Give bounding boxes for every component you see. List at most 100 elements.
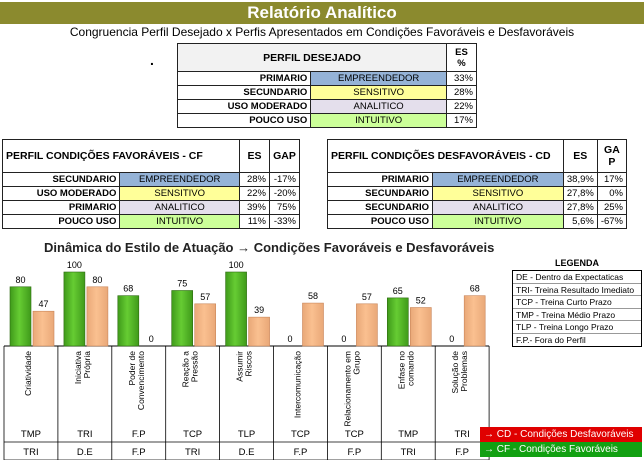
- legend-item: DE - Dentro da Expectaticas: [513, 271, 641, 284]
- favorable-level: PRIMARIO: [1, 200, 121, 215]
- rating-cf-label: TMP: [398, 429, 418, 440]
- unfavorable-level: POUCO USO: [327, 214, 433, 229]
- legend: LEGENDA DE - Dentro da Expectaticas TRI- …: [512, 258, 642, 347]
- rating-cd-label: D.E: [239, 447, 255, 458]
- unfavorable-level: SECUNDARIO: [327, 186, 433, 201]
- category-label: Enfase nocomando: [396, 351, 415, 390]
- cd-bar: [194, 303, 216, 347]
- cf-value-label: 80: [15, 275, 25, 285]
- unfavorable-row: SECUNDARIO ANALITICO 27,8% 25%: [327, 200, 628, 215]
- favorable-gap-header: GAP: [269, 139, 300, 173]
- favorable-level: USO MODERADO: [1, 186, 121, 201]
- category-label: Solução deProblemas: [450, 351, 469, 394]
- legend-box: DE - Dentro da Expectaticas TRI- Treina R…: [512, 270, 642, 347]
- cf-value-label: 68: [123, 284, 133, 294]
- cf-bar: [63, 271, 86, 347]
- unfavorable-level: SECUNDARIO: [327, 200, 433, 215]
- bullet-mark: .: [150, 52, 154, 68]
- desired-style: ANALITICO: [310, 99, 447, 114]
- favorable-es: 22%: [239, 186, 270, 201]
- desired-es-header: ES %: [446, 43, 477, 72]
- legend-item: TRI- Treina Resultado Imediato: [513, 284, 641, 296]
- cd-value-label: 57: [362, 292, 372, 302]
- favorable-gap: -17%: [269, 172, 300, 187]
- cf-value-label: 0: [449, 334, 454, 344]
- category-label: Criatividade: [23, 351, 33, 396]
- desired-header: PERFIL DESEJADO: [177, 43, 447, 72]
- favorable-style: EMPREENDEDOR: [119, 172, 240, 187]
- desired-row: USO MODERADO ANALITICO 22%: [176, 99, 477, 114]
- desired-profile-table: PERFIL DESEJADO ES % PRIMARIO EMPREENDEDO…: [176, 43, 477, 128]
- desired-style: EMPREENDEDOR: [310, 71, 447, 86]
- unfavorable-row: SECUNDARIO SENSITIVO 27,8% 0%: [327, 186, 628, 201]
- unfavorable-profile-table: PERFIL CONDIÇÕES DESFAVORÁVEIS - CD ES G…: [327, 139, 628, 229]
- rating-cf-label: TCP: [183, 429, 202, 440]
- unfavorable-row: PRIMARIO EMPREENDEDOR 38,9% 17%: [327, 172, 628, 187]
- unfavorable-gap: 17%: [596, 172, 628, 187]
- cd-value-label: 47: [38, 299, 48, 309]
- category-label: AssumirRiscos: [235, 351, 254, 382]
- favorable-header: PERFIL CONDIÇÕES FAVORÁVEIS - CF: [2, 139, 240, 173]
- cd-bar: [463, 295, 486, 347]
- legend-item: F.P.- Fora do Perfil: [516, 334, 586, 345]
- legend-item: TLP - Treina Longo Prazo: [513, 321, 641, 334]
- rating-cf-label: TRI: [454, 429, 469, 440]
- unfavorable-es: 27,8%: [562, 200, 598, 215]
- desired-row: PRIMARIO EMPREENDEDOR 33%: [176, 71, 477, 86]
- desired-es: 33%: [446, 71, 477, 86]
- legend-item: TCP - Treina Curto Prazo: [513, 296, 641, 309]
- rating-cf-label: TCP: [345, 429, 364, 440]
- cd-value-label: 68: [470, 284, 480, 294]
- category-label: Reação aPressão: [181, 351, 200, 388]
- rating-cd-label: TRI: [401, 447, 416, 458]
- cf-value-label: 100: [229, 260, 244, 270]
- favorable-row: POUCO USO INTUITIVO 11% -33%: [1, 214, 300, 229]
- favorable-level: POUCO USO: [1, 214, 121, 229]
- category-label: Relacionamento emGrupo: [342, 351, 361, 427]
- legend-item: TMP - Treina Médio Prazo: [513, 309, 641, 321]
- desired-es: 22%: [446, 99, 477, 114]
- favorable-gap: 75%: [269, 200, 300, 215]
- cd-bar: [248, 316, 270, 347]
- cd-bar: [86, 286, 109, 347]
- favorable-gap: -33%: [269, 214, 300, 229]
- favorable-level: SECUNDARIO: [1, 172, 121, 187]
- unfavorable-style: EMPREENDEDOR: [431, 172, 564, 187]
- desired-style: SENSITIVO: [310, 85, 447, 100]
- rating-cd-label: F.P: [294, 447, 308, 458]
- rating-cf-label: TMP: [21, 429, 41, 440]
- category-label: IniciativaPrópria: [73, 351, 92, 384]
- unfavorable-gap: 25%: [596, 200, 628, 215]
- unfavorable-gap-header: GA P: [596, 139, 628, 173]
- desired-level: POUCO USO: [176, 113, 312, 128]
- desired-es: 28%: [446, 85, 477, 100]
- unfavorable-gap: -67%: [596, 214, 628, 229]
- desired-row: POUCO USO INTUITIVO 17%: [176, 113, 477, 128]
- unfavorable-style: SENSITIVO: [431, 186, 564, 201]
- category-label: Intercomunicação: [292, 351, 302, 418]
- cd-value-label: 58: [308, 291, 318, 301]
- desired-level: PRIMARIO: [176, 71, 312, 86]
- desired-es: 17%: [446, 113, 477, 128]
- favorable-es: 39%: [239, 200, 270, 215]
- cf-bar: [9, 286, 32, 347]
- favorable-row: SECUNDARIO EMPREENDEDOR 28% -17%: [1, 172, 300, 187]
- unfavorable-es: 27,8%: [562, 186, 598, 201]
- cf-value-label: 65: [393, 286, 403, 296]
- favorable-es: 28%: [239, 172, 270, 187]
- cd-value-label: 57: [200, 292, 210, 302]
- dynamics-bar-chart: 80 47 Criatividade TMP TRI 100 80 IniciativaPró…: [3, 260, 490, 460]
- rating-cd-label: F.P: [455, 447, 469, 458]
- cd-bar: [356, 303, 378, 347]
- unfavorable-style: ANALITICO: [431, 200, 564, 215]
- cd-value-label: 0: [149, 334, 154, 344]
- unfavorable-es: 38,9%: [562, 172, 598, 187]
- favorable-es-header: ES: [239, 139, 270, 173]
- chart-section-title: Dinâmica do Estilo de Atuação → Condiçõe…: [44, 240, 495, 255]
- unfavorable-row: POUCO USO INTUITIVO 5,6% -67%: [327, 214, 628, 229]
- cf-key: → CF - Condições Favoráveis: [480, 442, 642, 457]
- cf-value-label: 0: [287, 334, 292, 344]
- rating-cf-label: TLP: [238, 429, 255, 440]
- unfavorable-es-header: ES: [562, 139, 598, 173]
- rating-cf-label: TCP: [291, 429, 310, 440]
